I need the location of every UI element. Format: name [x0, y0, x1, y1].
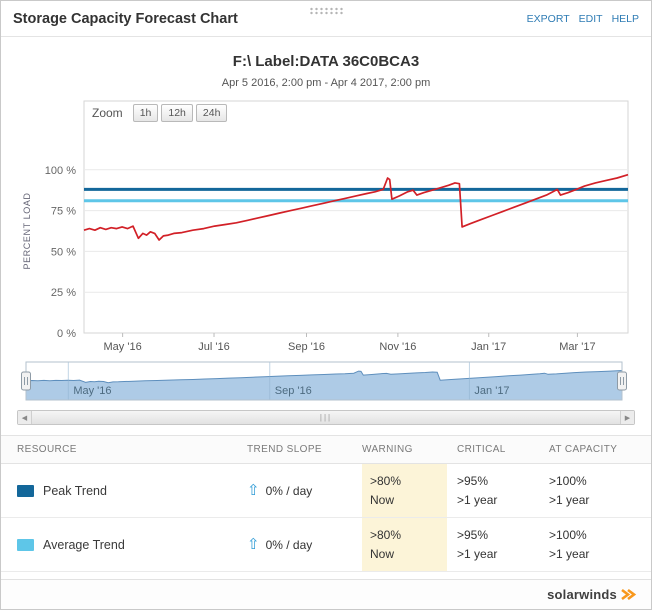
zoom-label: Zoom: [92, 106, 123, 120]
column-header-trend-slope: TREND SLOPE: [247, 444, 322, 455]
solarwinds-chevron-icon: [621, 588, 637, 601]
trend-slope-cell: ⇧ 0% / day: [247, 518, 362, 571]
widget-header: Storage Capacity Forecast Chart EXPORT E…: [1, 1, 651, 37]
column-header-warning: WARNING: [362, 444, 413, 455]
critical-cell: >95% >1 year: [457, 464, 549, 517]
capacity-threshold: >100%: [549, 528, 587, 543]
capacity-eta: >1 year: [549, 546, 590, 561]
svg-text:Sep '16: Sep '16: [275, 385, 312, 397]
widget-title: Storage Capacity Forecast Chart: [13, 10, 238, 27]
timeline-navigator[interactable]: May '16 Sep '16 Jan '17: [6, 360, 646, 404]
resource-name: Peak Trend: [43, 483, 107, 498]
help-link[interactable]: HELP: [611, 12, 639, 25]
at-capacity-cell: >100% >1 year: [549, 464, 651, 517]
column-header-critical: CRITICAL: [457, 444, 506, 455]
chart-date-range: Apr 5 2016, 2:00 pm - Apr 4 2017, 2:00 p…: [221, 77, 431, 89]
forecast-chart[interactable]: 0 % 25 % 50 % 75 % 100 % May '16 Jul '16 Sep '1…: [6, 95, 646, 353]
svg-text:Jan '17: Jan '17: [474, 385, 509, 397]
solarwinds-wordmark: solarwinds: [547, 587, 617, 602]
zoom-24h-button[interactable]: 24h: [195, 104, 228, 122]
trend-slope-cell: ⇧ 0% / day: [247, 464, 362, 517]
column-header-resource: RESOURCE: [17, 444, 77, 455]
critical-cell: >95% >1 year: [457, 518, 549, 571]
svg-text:100 %: 100 %: [45, 165, 76, 177]
warning-cell: >80% Now: [362, 518, 447, 572]
critical-eta: >1 year: [457, 546, 498, 561]
capacity-threshold: >100%: [549, 474, 587, 488]
warning-threshold: >80%: [370, 474, 402, 488]
peak-trend-swatch-icon: [17, 484, 34, 497]
table-header-row: RESOURCE TREND SLOPE WARNING CRITICAL AT…: [1, 435, 651, 464]
svg-text:75 %: 75 %: [51, 206, 76, 218]
critical-eta: >1 year: [457, 492, 498, 507]
scroll-right-button[interactable]: ▶: [620, 411, 634, 424]
table-row-peak-trend: Peak Trend ⇧ 0% / day >80% Now >95% >1 y…: [1, 464, 651, 519]
trend-up-icon: ⇧: [247, 482, 260, 500]
trend-table: RESOURCE TREND SLOPE WARNING CRITICAL AT…: [1, 435, 651, 573]
export-link[interactable]: EXPORT: [526, 12, 570, 25]
warning-eta: Now: [370, 546, 395, 561]
warning-eta: Now: [370, 492, 395, 507]
svg-text:25 %: 25 %: [51, 287, 76, 299]
svg-text:50 %: 50 %: [51, 246, 76, 258]
warning-cell: >80% Now: [362, 464, 447, 518]
scroll-thumb[interactable]: |||: [32, 411, 620, 424]
svg-text:May '16: May '16: [104, 341, 142, 353]
timeline-navigator-wrap: May '16 Sep '16 Jan '17: [6, 360, 646, 409]
timeline-scrollbar[interactable]: ◀ ||| ▶: [17, 410, 635, 425]
svg-text:Jul '16: Jul '16: [198, 341, 229, 353]
trend-up-icon: ⇧: [247, 536, 260, 554]
chart-header: F:\ Label:DATA 36C0BCA3 Apr 5 2016, 2:00…: [1, 37, 651, 89]
edit-link[interactable]: EDIT: [578, 12, 603, 25]
svg-text:Jan '17: Jan '17: [471, 341, 506, 353]
zoom-1h-button[interactable]: 1h: [132, 104, 159, 122]
table-row-average-trend: Average Trend ⇧ 0% / day >80% Now >95% >…: [1, 518, 651, 573]
svg-text:0 %: 0 %: [57, 328, 76, 340]
chart-title: F:\ Label:DATA 36C0BCA3: [232, 53, 420, 70]
scroll-left-button[interactable]: ◀: [18, 411, 32, 424]
trend-slope-value: 0% / day: [265, 483, 313, 498]
svg-text:Mar '17: Mar '17: [559, 341, 595, 353]
svg-text:May '16: May '16: [73, 385, 111, 397]
widget-footer: solarwinds: [1, 579, 651, 609]
critical-threshold: >95%: [457, 474, 489, 488]
resource-cell: Peak Trend: [17, 464, 247, 517]
solarwinds-logo: solarwinds: [547, 587, 637, 602]
zoom-12h-button[interactable]: 12h: [161, 104, 193, 122]
resource-cell: Average Trend: [17, 518, 247, 571]
warning-threshold: >80%: [370, 528, 402, 543]
trend-slope-value: 0% / day: [265, 537, 313, 552]
svg-text:Sep '16: Sep '16: [288, 341, 325, 353]
svg-text:PERCENT LOAD: PERCENT LOAD: [22, 192, 32, 269]
critical-threshold: >95%: [457, 528, 489, 543]
column-header-at-capacity: AT CAPACITY: [549, 444, 618, 455]
capacity-eta: >1 year: [549, 492, 590, 507]
svg-text:Nov '16: Nov '16: [379, 341, 416, 353]
average-trend-swatch-icon: [17, 538, 34, 551]
at-capacity-cell: >100% >1 year: [549, 518, 651, 571]
resource-name: Average Trend: [43, 537, 125, 552]
chart-area: 0 % 25 % 50 % 75 % 100 % May '16 Jul '16 Sep '1…: [6, 95, 646, 358]
scroll-grip-icon: |||: [319, 412, 333, 422]
zoom-controls: Zoom 1h 12h 24h: [92, 104, 228, 122]
drag-handle-icon[interactable]: [309, 7, 343, 15]
header-links: EXPORT EDIT HELP: [527, 13, 639, 25]
